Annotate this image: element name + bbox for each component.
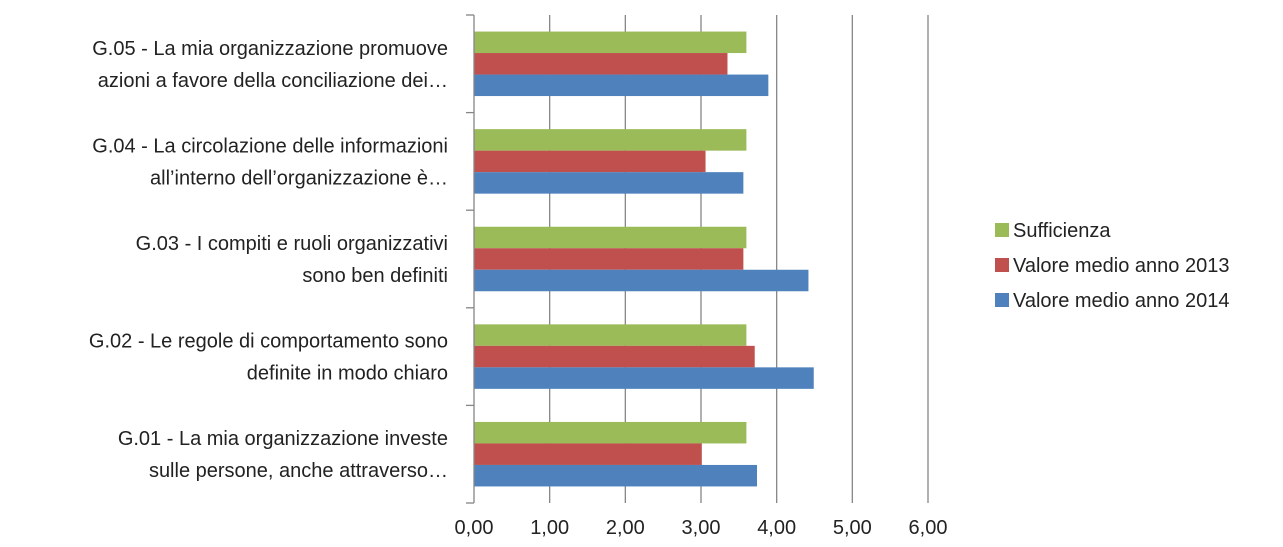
category-label: definite in modo chiaro (247, 363, 448, 385)
x-tick-label: 5,00 (833, 517, 872, 539)
category-label: G.04 - La circolazione delle informazion… (92, 135, 448, 157)
category-label: G.05 - La mia organizzazione promuove (92, 38, 448, 60)
bar-valore-medio-anno-2014-g02 (474, 367, 814, 389)
category-label: sulle persone, anche attraverso… (149, 460, 448, 482)
bar-sufficienza-g01 (474, 421, 747, 444)
bar-sufficienza-g05 (474, 31, 747, 54)
x-tick-label: 3,00 (682, 517, 721, 539)
x-tick-label: 1,00 (530, 517, 569, 539)
bar-valore-medio-anno-2013-g02 (474, 345, 755, 368)
x-tick-label: 2,00 (606, 517, 645, 539)
bar-valore-medio-anno-2013-g03 (474, 248, 744, 270)
category-label: azioni a favore della conciliazione dei… (98, 70, 448, 92)
bar-valore-medio-anno-2013-g01 (474, 443, 702, 465)
x-tick-label: 0,00 (455, 517, 494, 539)
category-labels: G.01 - La mia organizzazione investe sull… (89, 38, 448, 482)
legend-label: Sufficienza (1013, 220, 1111, 242)
bar-valore-medio-anno-2014-g03 (474, 269, 809, 292)
bar-sufficienza-g03 (474, 226, 747, 249)
legend-swatch (995, 293, 1009, 307)
category-label: all’interno dell’organizzazione è… (150, 167, 448, 189)
legend-label: Valore medio anno 2013 (1013, 255, 1229, 277)
bar-valore-medio-anno-2013-g05 (474, 53, 728, 75)
category-label: G.01 - La mia organizzazione investe (118, 428, 448, 450)
bar-sufficienza-g04 (474, 129, 747, 151)
legend-swatch (995, 258, 1009, 272)
x-tick-label: 6,00 (909, 517, 948, 539)
bars (474, 31, 814, 487)
legend-swatch (995, 223, 1009, 237)
axes (466, 14, 475, 504)
bar-valore-medio-anno-2014-g05 (474, 74, 769, 97)
x-tick-labels: 0,00 1,00 2,00 3,00 4,00 5,00 6,00 (455, 517, 948, 539)
bar-valore-medio-anno-2013-g04 (474, 150, 706, 173)
category-label: G.02 - Le regole di comportamento sono (89, 331, 448, 353)
x-tick-label: 4,00 (757, 517, 796, 539)
bar-valore-medio-anno-2014-g04 (474, 172, 744, 194)
category-label: G.03 - I compiti e ruoli organizzativi (136, 233, 448, 255)
category-label: sono ben definiti (302, 265, 448, 287)
bar-sufficienza-g02 (474, 324, 747, 346)
legend-label: Valore medio anno 2014 (1013, 290, 1229, 312)
legend: Sufficienza Valore medio anno 2013 Valore … (995, 220, 1229, 312)
bar-valore-medio-anno-2014-g01 (474, 464, 757, 487)
